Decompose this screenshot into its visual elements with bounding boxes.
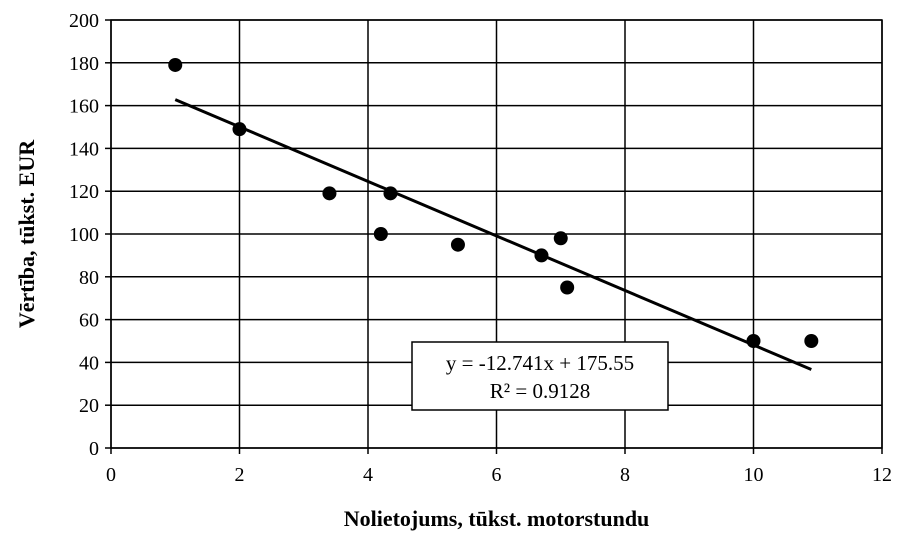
x-tick-label: 12: [872, 464, 892, 486]
y-tick-labels: 0 20 40 60 80 100 120 140 160 180 200: [69, 10, 99, 460]
data-point: [804, 334, 819, 348]
plot-area: [110, 19, 883, 449]
y-axis-title: Vērtība, tūkst. EUR: [14, 139, 39, 328]
equation-box-border: [411, 341, 669, 411]
y-tick-label: 200: [69, 10, 99, 32]
x-tick-label: 6: [492, 464, 502, 486]
equation-box: y = -12.741x + 175.55 R² = 0.9128: [411, 341, 669, 411]
x-tick-label: 0: [106, 464, 116, 486]
trendline-equation: y = -12.741x + 175.55: [446, 351, 634, 375]
x-tick-label: 4: [363, 464, 373, 486]
y-tick-label: 40: [79, 352, 99, 374]
data-point: [560, 280, 575, 295]
data-point: [553, 231, 568, 246]
data-points: [168, 57, 819, 348]
data-point: [168, 57, 183, 72]
x-tick-label: 8: [620, 464, 630, 486]
y-tick-label: 160: [69, 96, 99, 118]
x-axis-title: Nolietojums, tūkst. motorstundu: [344, 506, 650, 531]
y-tick-label: 60: [79, 310, 99, 332]
data-point: [322, 186, 337, 201]
y-tick-label: 100: [69, 224, 99, 246]
data-point: [232, 122, 247, 137]
y-tick-label: 20: [79, 395, 99, 417]
r-squared-label: R² = 0.9128: [490, 379, 590, 403]
data-point: [534, 248, 549, 263]
data-point: [383, 186, 398, 201]
data-point: [373, 227, 388, 241]
data-point: [746, 334, 761, 348]
y-tick-label: 120: [69, 181, 99, 203]
y-tick-label: 140: [69, 138, 99, 160]
y-tick-label: 180: [69, 53, 99, 75]
x-tick-label: 10: [744, 464, 764, 486]
trendline: [174, 98, 812, 371]
x-tick-label: 2: [235, 464, 245, 486]
data-point: [450, 237, 465, 252]
y-tick-label: 0: [89, 438, 99, 460]
y-tick-label: 80: [79, 267, 99, 289]
x-tick-labels: 0 2 4 6 8 10 12: [106, 464, 892, 486]
